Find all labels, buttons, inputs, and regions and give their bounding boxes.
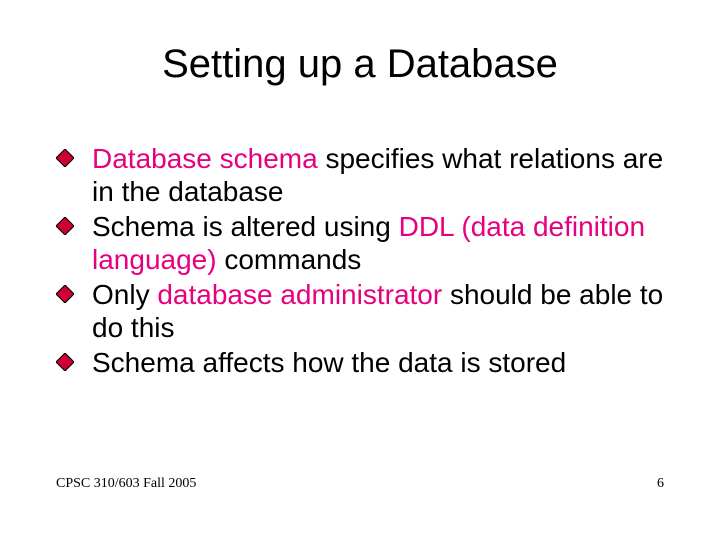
slide-body: Database schema specifies what relations…: [56, 142, 676, 381]
bullet-item: Only database administrator should be ab…: [56, 278, 676, 344]
bullet-text-run: Schema affects how the data is stored: [92, 347, 566, 378]
bullet-item: Schema affects how the data is stored: [56, 346, 676, 379]
footer-left: CPSC 310/603 Fall 2005: [56, 476, 196, 492]
bullet-item: Schema is altered using DDL (data defini…: [56, 210, 676, 276]
bullet-text-run: Only: [92, 279, 157, 310]
bullet-text-run: Database schema: [92, 143, 318, 174]
diamond-bullet-icon: [56, 217, 74, 235]
diamond-bullet-icon: [56, 285, 74, 303]
bullet-text-run: database administrator: [157, 279, 442, 310]
slide: Setting up a Database Database schema sp…: [0, 0, 720, 540]
slide-title: Setting up a Database: [0, 42, 720, 87]
bullet-item: Database schema specifies what relations…: [56, 142, 676, 208]
diamond-bullet-icon: [56, 149, 74, 167]
bullet-text-run: commands: [217, 244, 362, 275]
diamond-bullet-icon: [56, 353, 74, 371]
slide-number: 6: [657, 476, 664, 492]
bullet-text-run: Schema is altered using: [92, 211, 399, 242]
